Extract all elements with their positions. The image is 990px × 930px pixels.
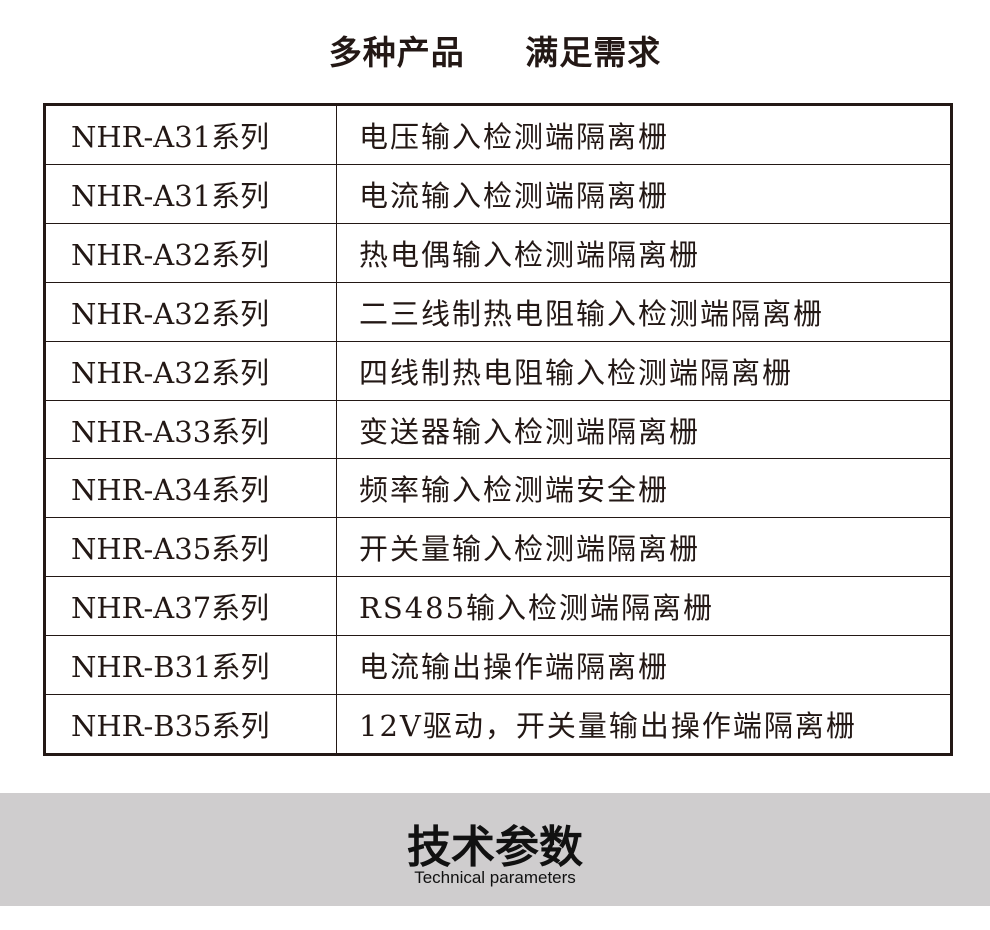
table-row: NHR-A31系列 电压输入检测端隔离栅 (44, 104, 952, 165)
description-cell: 二三线制热电阻输入检测端隔离栅 (336, 281, 952, 342)
description-cell: 电流输出操作端隔离栅 (336, 635, 952, 696)
series-cell: NHR-B35系列 (44, 694, 337, 755)
series-cell: NHR-A34系列 (44, 458, 337, 519)
description-cell: 热电偶输入检测端隔离栅 (336, 222, 952, 283)
table-row: NHR-B35系列 12V驱动，开关量输出操作端隔离栅 (44, 694, 952, 755)
table-row: NHR-A32系列 热电偶输入检测端隔离栅 (44, 222, 952, 283)
table-row: NHR-B31系列 电流输出操作端隔离栅 (44, 635, 952, 696)
description-cell: 电流输入检测端隔离栅 (336, 163, 952, 224)
series-cell: NHR-A32系列 (44, 340, 337, 401)
table-row: NHR-A33系列 变送器输入检测端隔离栅 (44, 399, 952, 460)
section-banner: 技术参数 Technical parameters (0, 793, 990, 906)
product-table: NHR-A31系列 电压输入检测端隔离栅 NHR-A31系列 电流输入检测端隔离栅 NH… (43, 103, 953, 756)
description-cell: 12V驱动，开关量输出操作端隔离栅 (336, 694, 952, 755)
table-row: NHR-A35系列 开关量输入检测端隔离栅 (44, 517, 952, 578)
series-cell: NHR-A37系列 (44, 576, 337, 637)
description-cell: RS485输入检测端隔离栅 (336, 576, 952, 637)
description-cell: 电压输入检测端隔离栅 (336, 104, 952, 165)
series-cell: NHR-A35系列 (44, 517, 337, 578)
series-cell: NHR-A31系列 (44, 104, 337, 165)
table-row: NHR-A31系列 电流输入检测端隔离栅 (44, 163, 952, 224)
description-cell: 四线制热电阻输入检测端隔离栅 (336, 340, 952, 401)
series-cell: NHR-B31系列 (44, 635, 337, 696)
series-cell: NHR-A33系列 (44, 399, 337, 460)
section-subtitle: Technical parameters (414, 868, 576, 887)
table-row: NHR-A34系列 频率输入检测端安全栅 (44, 458, 952, 519)
page-title: 多种产品 满足需求 (0, 26, 990, 74)
description-cell: 变送器输入检测端隔离栅 (336, 399, 952, 460)
description-cell: 频率输入检测端安全栅 (336, 458, 952, 519)
series-cell: NHR-A31系列 (44, 163, 337, 224)
title-left: 多种产品 (328, 33, 465, 72)
table-row: NHR-A32系列 二三线制热电阻输入检测端隔离栅 (44, 281, 952, 342)
table-row: NHR-A32系列 四线制热电阻输入检测端隔离栅 (44, 340, 952, 401)
title-right: 满足需求 (525, 33, 662, 72)
section-title: 技术参数 (407, 822, 583, 873)
description-cell: 开关量输入检测端隔离栅 (336, 517, 952, 578)
table-row: NHR-A37系列 RS485输入检测端隔离栅 (44, 576, 952, 637)
series-cell: NHR-A32系列 (44, 222, 337, 283)
series-cell: NHR-A32系列 (44, 281, 337, 342)
